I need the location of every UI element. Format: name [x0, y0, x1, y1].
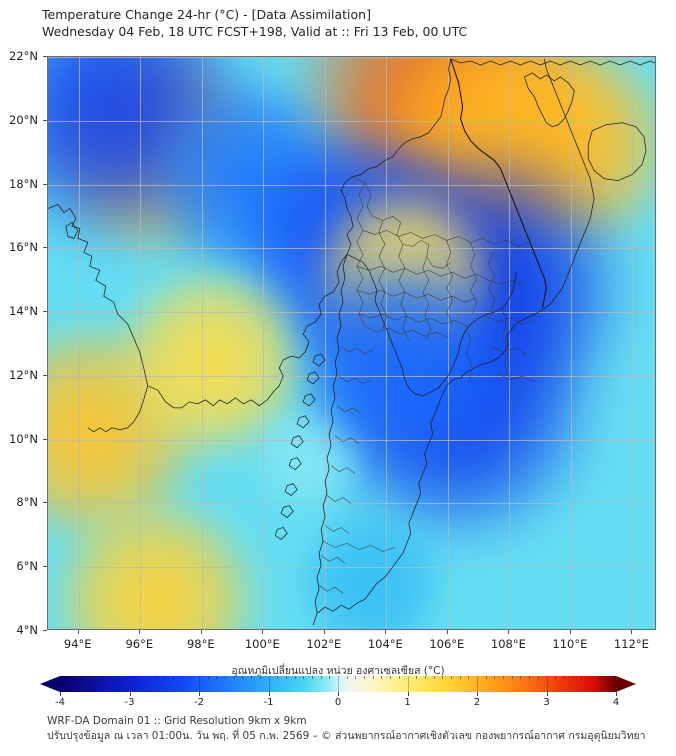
y-tick-label: 4°N: [16, 623, 38, 637]
page-title: Temperature Change 24-hr (°C) - [Data As…: [42, 7, 371, 22]
y-tick-label: 18°N: [9, 176, 38, 191]
gridline-vertical: [324, 57, 326, 629]
x-tick: [631, 630, 633, 634]
x-tick-label: 112°E: [613, 637, 649, 651]
y-tick-label: 10°N: [9, 431, 38, 446]
y-tick: [43, 438, 47, 440]
x-tick: [262, 630, 264, 634]
x-tick-label: 106°E: [429, 637, 465, 651]
x-tick-label: 94°E: [63, 637, 92, 651]
coastline-overlay: [48, 57, 655, 629]
gridline-horizontal: [48, 375, 655, 377]
colorbar-tick-label: 3: [543, 697, 550, 708]
x-tick-label: 110°E: [552, 637, 588, 651]
y-tick-label: 22°N: [9, 49, 38, 63]
gridline-vertical: [509, 57, 511, 629]
colorbar-tick-label: 2: [473, 697, 481, 708]
x-tick: [323, 630, 325, 634]
y-tick-label: 12°N: [9, 367, 38, 382]
colorbar-tick: [129, 692, 131, 696]
footer-model-info: WRF-DA Domain 01 :: Grid Resolution 9km …: [47, 715, 307, 727]
gridline-vertical: [263, 57, 265, 629]
page-subtitle: Wednesday 04 Feb, 18 UTC FCST+198, Valid…: [42, 24, 468, 39]
colorbar-tick-label: -3: [124, 697, 135, 708]
anomaly-blob: [292, 250, 511, 470]
y-tick: [43, 374, 47, 376]
colorbar-tick-label: 4: [612, 697, 620, 708]
y-tick: [43, 502, 47, 504]
colorbar[interactable]: [40, 676, 636, 692]
y-tick: [43, 311, 47, 313]
gridline-vertical: [632, 57, 634, 629]
colorbar-gradient: [60, 676, 616, 692]
gridline-horizontal: [48, 184, 655, 186]
x-tick: [385, 630, 387, 634]
colorbar-tick: [546, 692, 548, 696]
colorbar-tick: [407, 692, 409, 696]
x-tick: [446, 630, 448, 634]
y-tick: [43, 566, 47, 568]
colorbar-tick-label: 0: [334, 697, 342, 708]
gridline-vertical: [447, 57, 449, 629]
colorbar-tick: [477, 692, 478, 696]
footer-credit: ปรับปรุงข้อมูล ณ เวลา 01:00น. วัน พฤ. ที…: [47, 730, 646, 742]
y-tick-label: 8°N: [16, 495, 38, 510]
x-tick-label: 104°E: [367, 637, 403, 651]
anomaly-blob: [295, 507, 447, 629]
colorbar-extend-min-icon: [40, 676, 60, 692]
y-tick: [43, 247, 47, 249]
x-tick-label: 96°E: [125, 637, 154, 651]
colorbar-tick-label: -4: [55, 697, 65, 708]
map-plot-area[interactable]: 94°E 96°E 98°E 100°E 102°E 104°E 106°E 108°E 110…: [9, 49, 656, 651]
x-tick: [569, 630, 571, 634]
x-tick: [139, 630, 141, 634]
gridline-horizontal: [48, 439, 655, 441]
gridline-vertical: [78, 57, 80, 629]
colorbar-tick-label: -1: [263, 697, 274, 708]
gridline-vertical: [386, 57, 388, 629]
gridline-horizontal: [48, 57, 655, 58]
colorbar-tick: [199, 692, 200, 696]
colorbar-tick: [268, 692, 270, 696]
colorbar-tick: [60, 692, 61, 696]
y-tick-label: 6°N: [16, 559, 38, 574]
temperature-anomaly-field: [48, 57, 655, 629]
map-frame: [47, 56, 656, 630]
y-tick: [43, 630, 47, 631]
y-tick-label: 20°N: [9, 112, 38, 127]
y-tick: [43, 119, 47, 121]
colorbar-label: อุณหภูมิเปลี่ยนแปลง หน่วย องศาเซลเซียส (…: [231, 665, 445, 677]
x-tick-label: 108°E: [490, 637, 526, 651]
y-tick-label: 16°N: [9, 240, 38, 255]
colorbar-tick: [616, 692, 617, 696]
colorbar-tick-label: 1: [404, 697, 411, 708]
footer-block: WRF-DA Domain 01 :: Grid Resolution 9km …: [47, 714, 647, 744]
gridline-horizontal: [48, 248, 655, 250]
y-tick: [43, 56, 47, 57]
x-tick: [508, 630, 510, 634]
gridline-vertical: [201, 57, 203, 629]
x-tick-label: 100°E: [244, 637, 280, 651]
gridline-vertical: [570, 57, 572, 629]
colorbar-extend-max-icon: [616, 676, 636, 692]
colorbar-tick: [338, 692, 339, 696]
x-tick-label: 98°E: [186, 637, 215, 651]
x-tick: [77, 630, 79, 634]
gridline-vertical: [140, 57, 142, 629]
x-tick: [200, 630, 202, 634]
colorbar-tick-label: -2: [194, 697, 204, 708]
y-tick: [43, 183, 47, 185]
gridline-horizontal: [48, 120, 655, 122]
gridline-horizontal: [48, 503, 655, 505]
chart-title-block: Temperature Change 24-hr (°C) - [Data As…: [42, 6, 642, 40]
gridline-horizontal: [48, 567, 655, 569]
gridline-horizontal: [48, 312, 655, 314]
y-tick-label: 14°N: [9, 304, 38, 319]
x-tick-label: 102°E: [306, 637, 342, 651]
colorbar-tick-labels: -4 -3 -2 -1 0 1 2 3 4: [40, 692, 636, 710]
